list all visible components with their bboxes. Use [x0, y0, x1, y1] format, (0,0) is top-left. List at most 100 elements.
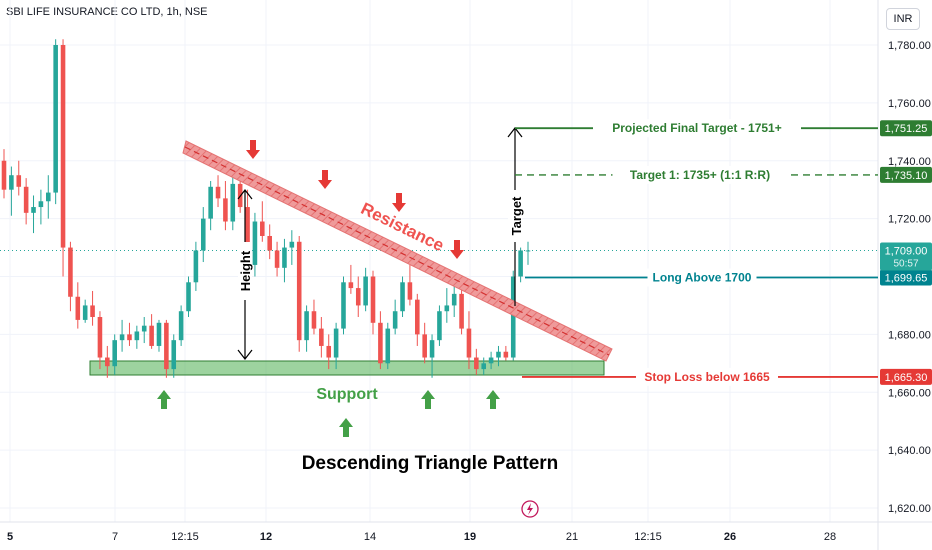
x-tick-label: 12:15 [634, 531, 662, 543]
candle-body [208, 186, 213, 219]
up-arrow-icon [421, 390, 435, 409]
candle-body [90, 305, 95, 318]
x-tick-label: 7 [112, 531, 118, 543]
candles [1, 39, 531, 378]
y-tick-label: 1,760.00 [888, 98, 931, 110]
candle-body [164, 322, 169, 370]
target-label: Target [509, 196, 524, 235]
x-tick-label: 14 [364, 531, 376, 543]
candle-body [38, 201, 44, 208]
up-arrow-icon [486, 390, 500, 409]
candle-body [488, 357, 494, 364]
candle-body [60, 45, 66, 248]
price-tag-text: 1,751.25 [885, 123, 928, 135]
candle-body [289, 241, 295, 248]
candle-body [422, 334, 427, 358]
candle-body [68, 247, 73, 297]
candle-body [119, 334, 125, 341]
candle-body [304, 311, 309, 341]
candle-body [400, 282, 405, 312]
price-tag [880, 120, 932, 137]
price-tag [880, 269, 932, 286]
currency-button[interactable]: INR [886, 8, 920, 30]
candle-body [429, 340, 435, 358]
x-tick-label: 5 [7, 531, 13, 543]
annotations: Height Target Support Descending Triangle P… [157, 127, 558, 518]
candle-body [252, 221, 258, 265]
price-tag-text: 1,665.30 [885, 372, 928, 384]
candle-body [525, 250, 531, 252]
candle-body [112, 340, 117, 367]
down-arrow-icon [450, 240, 464, 259]
x-tick-label: 28 [824, 531, 836, 543]
candle-body [385, 328, 391, 364]
x-tick-label: 12 [260, 531, 272, 543]
candle-body [230, 183, 236, 222]
candle-body [444, 305, 450, 312]
candle-body [156, 322, 162, 346]
candle-body [319, 328, 324, 346]
resistance-band [182, 140, 613, 362]
height-arrow-head-up [237, 189, 253, 200]
height-label-bg [238, 242, 252, 300]
candle-body [481, 363, 487, 370]
candle-body [97, 317, 103, 358]
grid [0, 0, 878, 522]
candle-body [459, 293, 464, 329]
candle-body [75, 296, 81, 320]
price-tag [880, 166, 932, 183]
level-label: Target 1: 1735+ (1:1 R:R) [630, 168, 770, 182]
down-arrow-icon [318, 170, 332, 189]
candle-body [105, 357, 110, 367]
candle-body [178, 311, 184, 341]
candle-body [149, 325, 154, 346]
y-tick-label: 1,720.00 [888, 214, 931, 226]
price-labels: 1,751.25 1,735.10 1,699.65 1,665.30 1,709.00… [880, 120, 932, 385]
candle-body [45, 192, 51, 202]
candle-body [518, 250, 523, 277]
candle-body [223, 198, 228, 222]
candle-body [1, 160, 7, 190]
candle-body [193, 250, 199, 283]
candle-body [348, 282, 354, 289]
candle-body [451, 293, 457, 306]
level-label: Stop Loss below 1665 [644, 370, 770, 384]
x-tick-label: 12:15 [171, 531, 199, 543]
down-arrow-icon [392, 193, 406, 212]
y-tick-label: 1,680.00 [888, 329, 931, 341]
candle-body [245, 207, 250, 265]
candle-body [134, 331, 140, 341]
candle-body [437, 311, 442, 341]
up-arrow-icon [339, 418, 353, 437]
candle-body [267, 235, 272, 251]
lightning-bolt [527, 503, 533, 515]
candle-body [186, 282, 191, 312]
candle-body [341, 282, 346, 329]
y-tick-label: 1,620.00 [888, 503, 931, 515]
level-label-bg [647, 268, 757, 287]
lightning-icon [521, 500, 539, 518]
level-label: Projected Final Target - 1751+ [612, 121, 782, 135]
chart-title: SBI LIFE INSURANCE CO LTD, 1h, NSE [6, 6, 208, 18]
price-tag-text: 1,735.10 [885, 170, 928, 182]
candle-body [363, 276, 368, 306]
current-price-tag [880, 242, 932, 271]
down-arrow-icon [246, 140, 260, 159]
candle-body [503, 351, 509, 358]
candle-body [260, 221, 265, 236]
y-tick-label: 1,640.00 [888, 445, 931, 457]
y-tick-label: 1,740.00 [888, 156, 931, 168]
x-tick-label: 21 [566, 531, 578, 543]
candle-body [171, 340, 177, 370]
candle-body [496, 351, 501, 358]
candle-body [407, 282, 413, 300]
level-label-bg [593, 119, 801, 138]
candle-body [296, 241, 302, 341]
price-tag [880, 368, 932, 385]
level-label: Long Above 1700 [653, 271, 752, 285]
support-label: Support [316, 386, 378, 403]
candle-body [333, 328, 339, 358]
candle-body [466, 328, 472, 358]
